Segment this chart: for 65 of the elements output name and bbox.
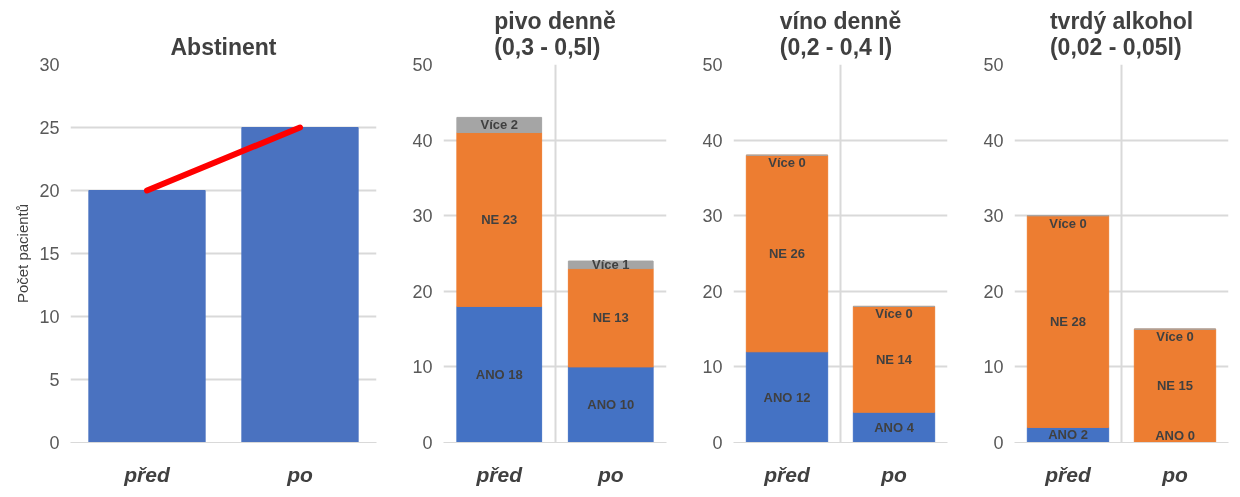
data-label: Více 1 [591, 257, 630, 273]
x-tick-label: před [475, 462, 524, 486]
data-label: ANO 18 [475, 366, 523, 382]
y-tick-label: 20 [983, 281, 1004, 302]
y-tick-label: 10 [702, 357, 723, 378]
y-tick-label: 30 [412, 206, 433, 227]
x-tick-label: po [596, 462, 624, 486]
y-tick-label: 30 [983, 206, 1004, 227]
data-label: Více 0 [768, 155, 806, 171]
data-label: NE 28 [1049, 314, 1087, 330]
bar [567, 366, 654, 443]
x-tick-label: po [880, 462, 907, 486]
y-tick-label: 0 [993, 433, 1004, 453]
y-tick-label: 10 [412, 357, 433, 378]
bar [745, 351, 829, 443]
data-label: NE 13 [592, 310, 629, 326]
y-axis-title: Počet pacientů [14, 203, 32, 304]
data-label: NE 23 [481, 211, 518, 227]
x-tick-label: před [123, 462, 171, 486]
y-tick-label: 0 [422, 433, 433, 453]
x-tick-label: před [763, 462, 811, 486]
chart-title: Abstinent [170, 33, 277, 60]
bar [567, 268, 654, 368]
y-tick-label: 20 [39, 181, 60, 201]
bar [1133, 328, 1217, 443]
y-tick-label: 40 [412, 130, 433, 151]
y-tick-label: 40 [702, 130, 723, 151]
chart-title: víno denně (0,2 - 0,4 l) [779, 7, 902, 60]
data-label: ANO 4 [874, 419, 915, 435]
data-label: NE 26 [768, 246, 806, 261]
data-label: Více 0 [1156, 329, 1194, 345]
bar [745, 154, 829, 353]
data-label: ANO 0 [1155, 427, 1195, 443]
y-tick-label: 10 [983, 357, 1004, 378]
data-label: ANO 2 [1048, 427, 1088, 443]
y-tick-label: 50 [702, 55, 723, 75]
y-tick-label: 5 [49, 370, 60, 390]
data-label: Více 0 [875, 306, 913, 322]
bar [852, 305, 936, 413]
y-tick-label: 0 [712, 433, 723, 453]
data-label: ANO 12 [763, 389, 811, 405]
y-tick-label: 30 [702, 206, 723, 227]
x-tick-label: po [1161, 462, 1188, 486]
y-tick-label: 10 [39, 307, 60, 327]
data-label: Více 2 [480, 117, 519, 133]
y-tick-label: 40 [983, 130, 1004, 151]
y-tick-label: 20 [702, 281, 723, 302]
bar [1026, 215, 1110, 428]
y-tick-label: 0 [49, 433, 60, 453]
data-label: Více 0 [1049, 215, 1087, 231]
y-tick-label: 15 [39, 244, 60, 264]
bar [456, 132, 543, 307]
y-tick-label: 20 [412, 281, 433, 302]
data-label: ANO 10 [587, 397, 635, 413]
bar [456, 305, 543, 443]
y-tick-label: 50 [983, 55, 1004, 75]
data-label: NE 14 [875, 351, 913, 367]
x-tick-label: před [1044, 462, 1092, 486]
x-tick-label: po [286, 462, 313, 486]
chart-title: pivo denně (0,3 - 0,5l) [494, 7, 616, 60]
data-label: NE 15 [1156, 378, 1194, 394]
y-tick-label: 50 [412, 55, 433, 75]
y-tick-label: 25 [39, 118, 60, 138]
y-tick-label: 30 [39, 55, 60, 75]
chart-title: tvrdý alkohol (0,02 - 0,05l) [1049, 7, 1194, 60]
